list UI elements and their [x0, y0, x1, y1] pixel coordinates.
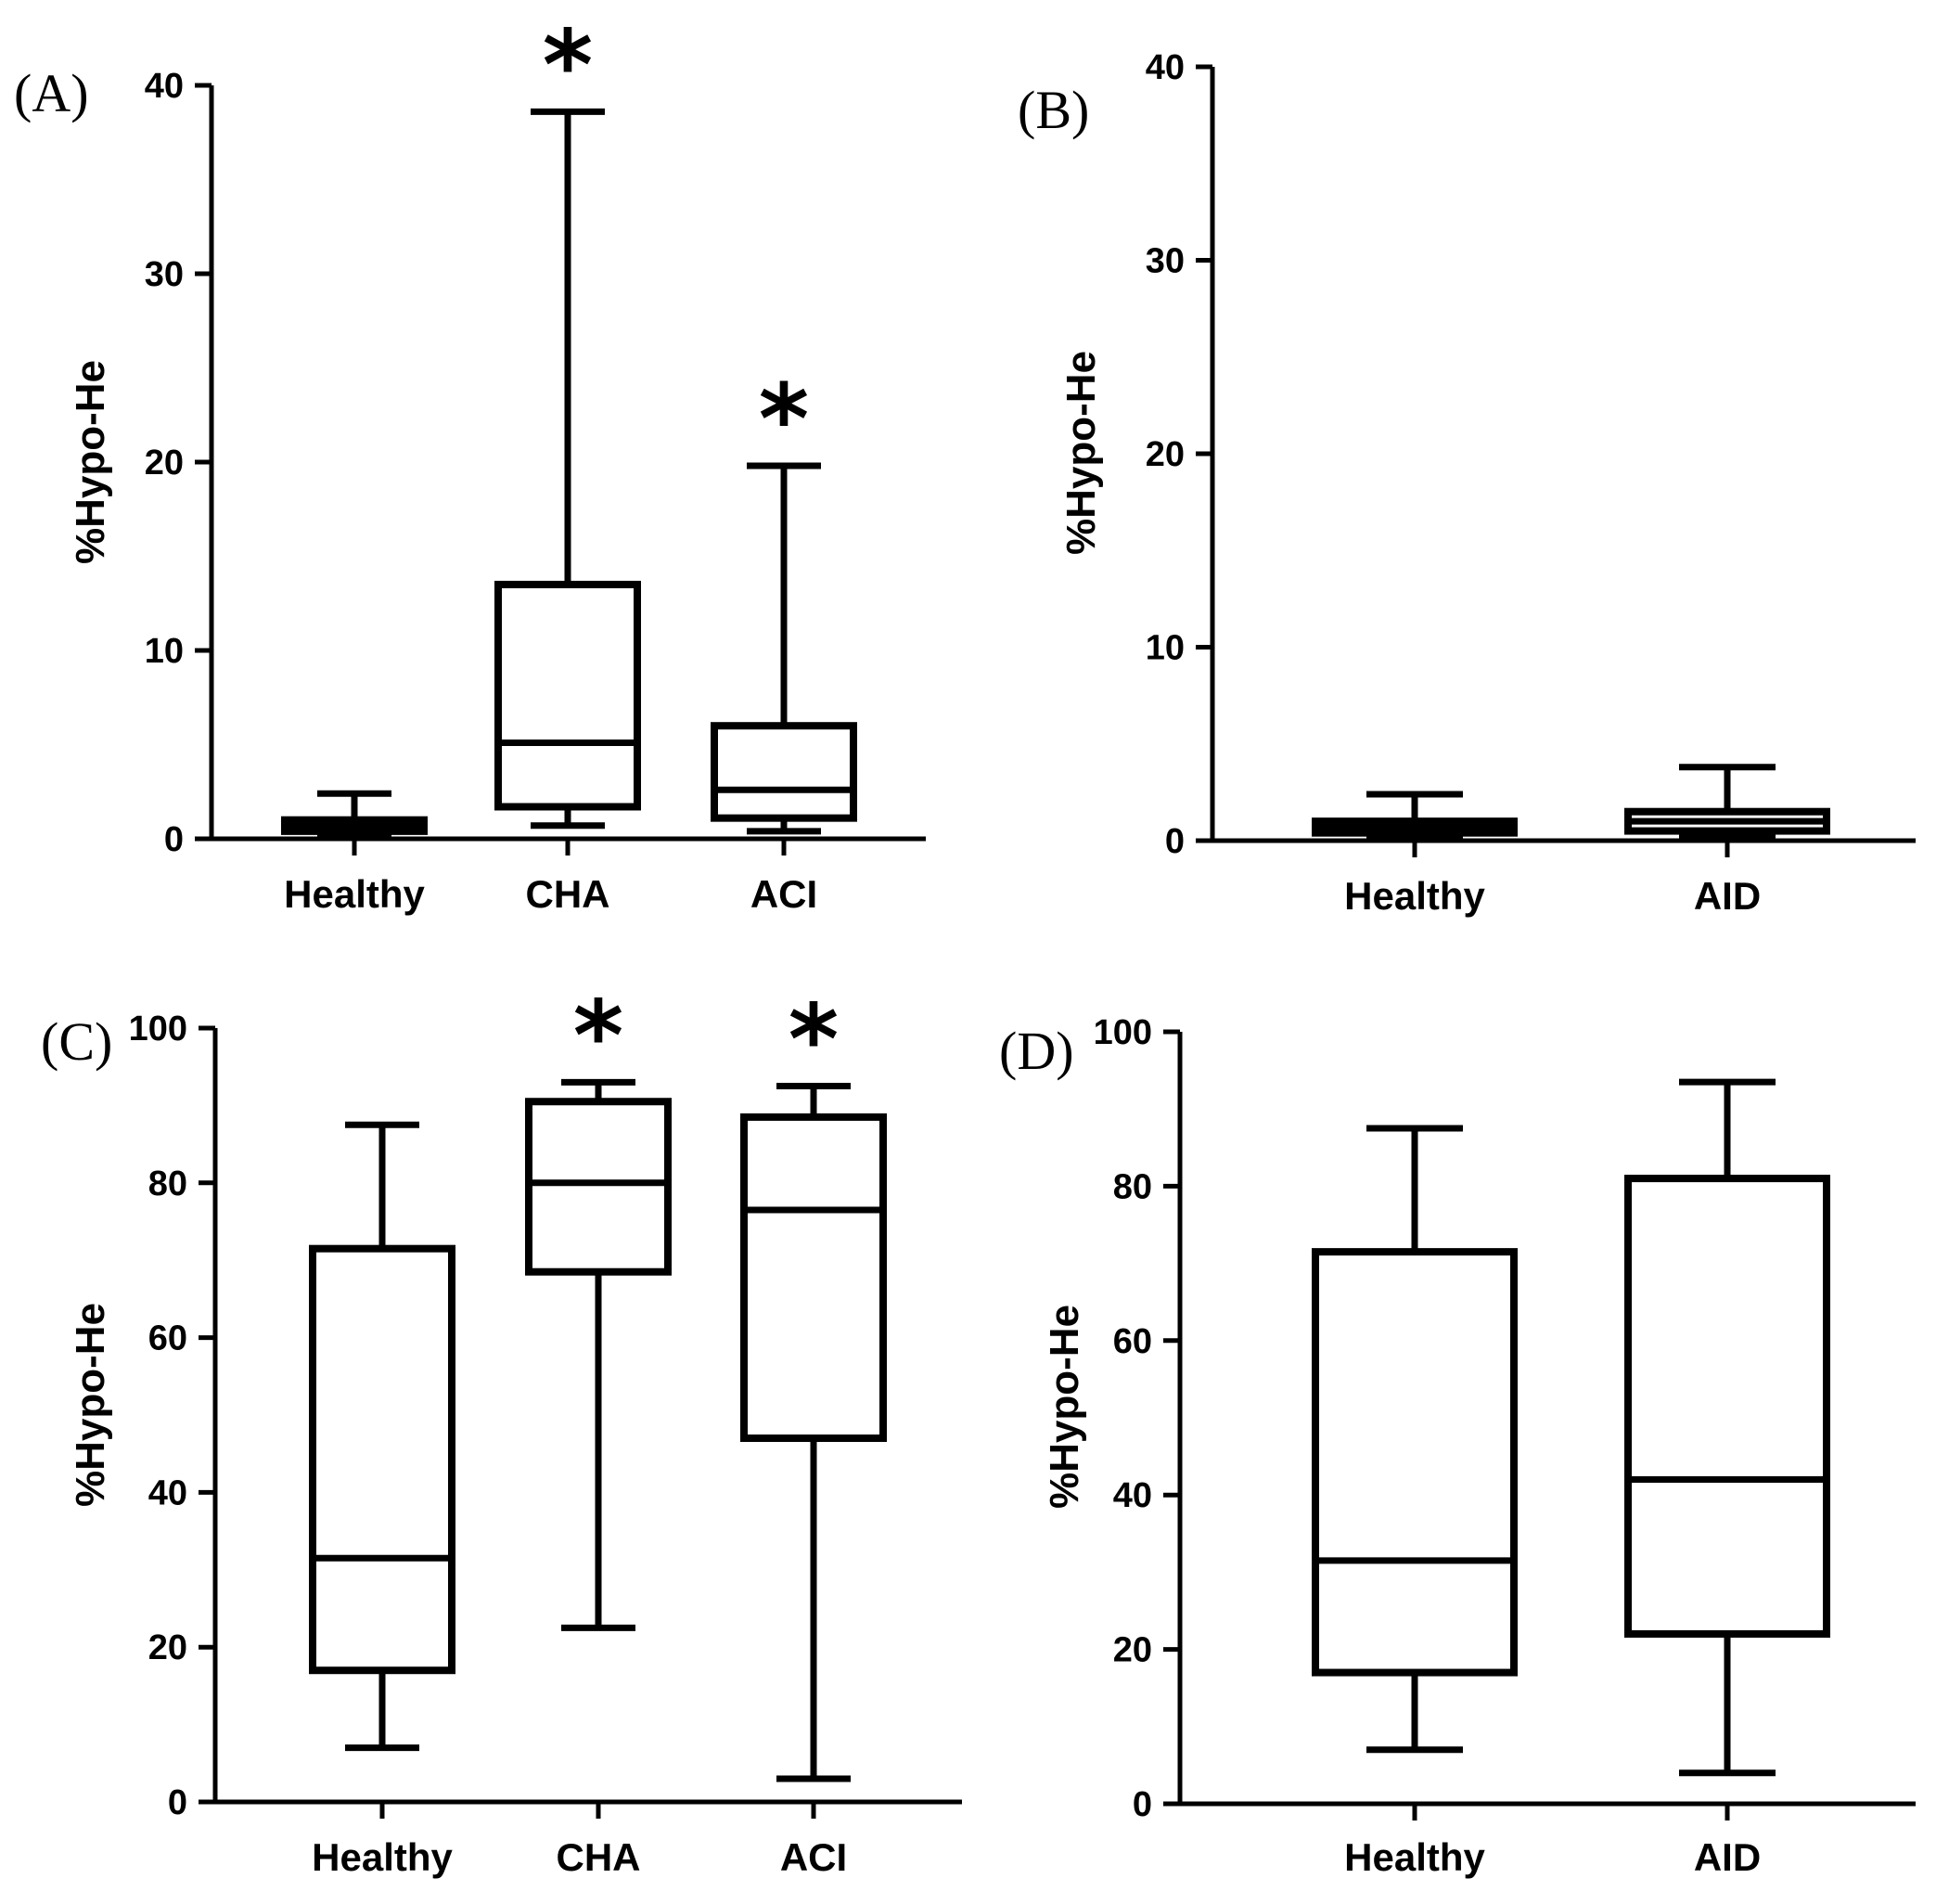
box-healthy	[1312, 791, 1518, 841]
y-tick-label: 20	[148, 1628, 187, 1667]
y-tick-label: 0	[164, 820, 184, 859]
y-tick-label: 0	[1133, 1785, 1152, 1824]
chart-panel-2: 0 10 20 30 40 Healthy AID %Hypo-He (B)	[1018, 48, 1916, 918]
box-cha: *	[494, 8, 641, 830]
panel-label: (B)	[1018, 80, 1089, 140]
significance-asterisk: *	[543, 8, 593, 122]
y-axis-label: %Hypo-He	[68, 1303, 113, 1507]
x-category-label: Healthy	[1344, 1835, 1485, 1879]
y-tick-label: 40	[148, 1473, 187, 1512]
x-category-label: Healthy	[284, 872, 425, 916]
box-healthy	[281, 790, 428, 839]
y-axis-label: %Hypo-He	[1058, 351, 1104, 555]
panel-label: (D)	[999, 1021, 1074, 1081]
y-tick-label: 10	[145, 632, 184, 671]
box-aci: *	[711, 363, 857, 835]
x-category-label: ACI	[780, 1835, 847, 1879]
panel-label: (C)	[41, 1011, 112, 1072]
iqr-box	[740, 1113, 887, 1443]
chart-panel-4: 0 20 40 60 80 100 Healthy AID %Hypo-He (D)	[999, 1013, 1916, 1879]
y-tick-label: 40	[145, 67, 184, 106]
y-tick-label: 40	[1113, 1476, 1152, 1515]
box-aci: *	[740, 984, 887, 1782]
y-tick-label: 100	[129, 1010, 187, 1048]
y-tick-label: 10	[1146, 629, 1185, 668]
y-tick-label: 80	[148, 1164, 187, 1203]
y-tick-label: 80	[1113, 1167, 1152, 1206]
y-tick-label: 30	[145, 255, 184, 294]
y-tick-label: 100	[1094, 1013, 1152, 1052]
x-category-label: AID	[1694, 1835, 1761, 1879]
box-cha: *	[525, 979, 672, 1631]
x-category-label: AID	[1694, 874, 1761, 918]
iqr-box	[711, 722, 857, 822]
iqr-box	[494, 580, 641, 811]
y-tick-label: 60	[1113, 1322, 1152, 1361]
y-tick-label: 20	[1113, 1631, 1152, 1670]
y-axis-label: %Hypo-He	[68, 360, 113, 564]
chart-panel-1: 0 10 20 30 40 Healthy CHA ACI %Hypo-He (A) * *	[14, 8, 926, 916]
significance-asterisk: *	[573, 979, 623, 1092]
x-category-label: Healthy	[1344, 874, 1485, 918]
significance-asterisk: *	[759, 363, 809, 476]
box-healthy	[1312, 1125, 1518, 1754]
x-category-label: ACI	[750, 872, 817, 916]
x-category-label: CHA	[526, 872, 610, 916]
iqr-box	[1312, 1248, 1518, 1677]
y-tick-label: 20	[1146, 435, 1185, 474]
panel-label: (A)	[14, 63, 89, 123]
iqr-box	[525, 1098, 672, 1276]
y-tick-label: 0	[168, 1783, 187, 1822]
x-category-label: Healthy	[312, 1835, 453, 1879]
significance-asterisk: *	[789, 984, 839, 1097]
chart-panel-3: 0 20 40 60 80 100 Healthy CHA ACI %Hypo-He (C) * *	[41, 979, 962, 1879]
box-aid	[1624, 764, 1830, 841]
y-tick-label: 60	[148, 1319, 187, 1358]
y-axis-label: %Hypo-He	[1042, 1305, 1087, 1509]
y-tick-label: 30	[1146, 242, 1185, 281]
x-category-label: CHA	[557, 1835, 641, 1879]
y-tick-label: 20	[145, 444, 184, 482]
box-aid	[1624, 1078, 1830, 1777]
y-tick-label: 40	[1146, 48, 1185, 87]
box-healthy	[309, 1121, 455, 1752]
iqr-box	[1624, 1175, 1830, 1638]
iqr-box	[309, 1244, 455, 1675]
y-tick-label: 0	[1165, 822, 1185, 861]
